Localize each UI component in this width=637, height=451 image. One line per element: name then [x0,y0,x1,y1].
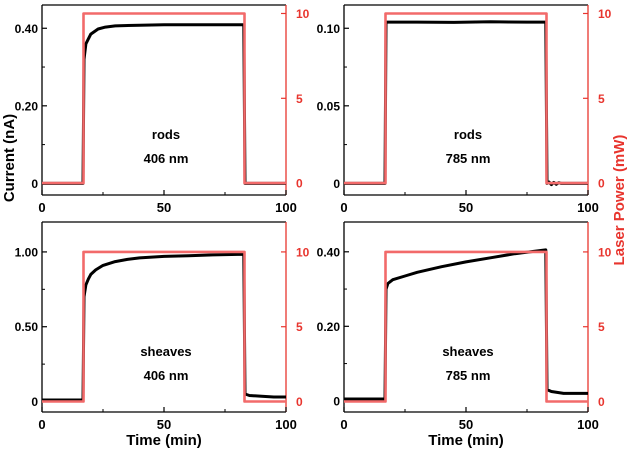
y-tick-label-left: 0 [31,395,38,409]
sample-label: sheaves [140,344,191,359]
x-tick-label: 100 [275,200,297,215]
x-tick-label: 100 [577,417,599,432]
y-tick-label-left: 0.50 [15,320,39,334]
y-tick-label-right: 5 [296,92,303,106]
y-tick-label-left: 0.40 [317,245,341,259]
y-tick-label-left: 0.05 [317,99,341,113]
sample-label: rods [152,127,180,142]
wavelength-label: 406 nm [144,151,189,166]
y-tick-label-right: 10 [598,245,612,259]
y-tick-label-left: 0.40 [15,22,39,36]
x-tick-label: 0 [340,200,347,215]
y-tick-label-right: 5 [296,320,303,334]
y-tick-label-left: 0.20 [317,320,341,334]
x-tick-label: 0 [38,417,45,432]
panel-1: 0 50 100 0 0.20 0.40 0 5 10 rods 406 nm [15,4,310,215]
panel-4: 0 50 100 0 0.20 0.40 0 5 10 sheaves 785 nm Time (mi… [317,221,612,449]
y-tick-label-left: 0.20 [15,99,39,113]
y-tick-label-left: 0.10 [317,22,341,36]
sample-label: sheaves [442,344,493,359]
y-axis-label-right: Laser Power (mW) [611,135,628,266]
x-tick-label: 100 [577,200,599,215]
x-tick-label: 0 [38,200,45,215]
current-line [42,23,286,185]
y-tick-label-left: 1.00 [15,245,39,259]
wavelength-label: 785 nm [446,151,491,166]
y-tick-label-left: 0 [333,177,340,191]
y-axis-label-left: Current (nA) [1,114,18,202]
wavelength-label: 785 nm [446,368,491,383]
panel-3: 0 50 100 0 0.50 1.00 0 5 10 sheaves 406 nm Time (mi… [15,221,310,449]
y-tick-label-right: 10 [296,7,310,21]
x-tick-label: 50 [157,200,171,215]
y-tick-label-left: 0 [333,394,340,408]
y-tick-label-right: 0 [598,177,605,191]
panel-2: 0 50 100 0 0.05 0.10 0 5 10 rods 785 nm [317,4,612,215]
y-tick-label-right: 10 [598,7,612,21]
laser-power-line [344,250,588,403]
y-tick-label-right: 5 [598,320,605,334]
y-tick-label-left: 0 [31,177,38,191]
wavelength-label: 406 nm [144,368,189,383]
x-tick-label: 0 [340,417,347,432]
x-tick-label: 50 [459,417,473,432]
x-tick-label: 50 [459,200,473,215]
x-axis-label: Time (min) [428,432,504,449]
x-tick-label: 100 [275,417,297,432]
x-axis-label: Time (min) [126,432,202,449]
y-tick-label-right: 0 [598,395,605,409]
current-line [42,252,286,402]
y-tick-label-right: 10 [296,245,310,259]
laser-power-line [42,250,286,403]
y-tick-label-right: 5 [598,92,605,106]
y-tick-label-right: 0 [296,395,303,409]
laser-power-line [344,12,588,185]
current-line [344,248,588,401]
x-tick-label: 50 [157,417,171,432]
sample-label: rods [454,127,482,142]
laser-power-line [42,12,286,185]
y-tick-label-right: 0 [296,177,303,191]
